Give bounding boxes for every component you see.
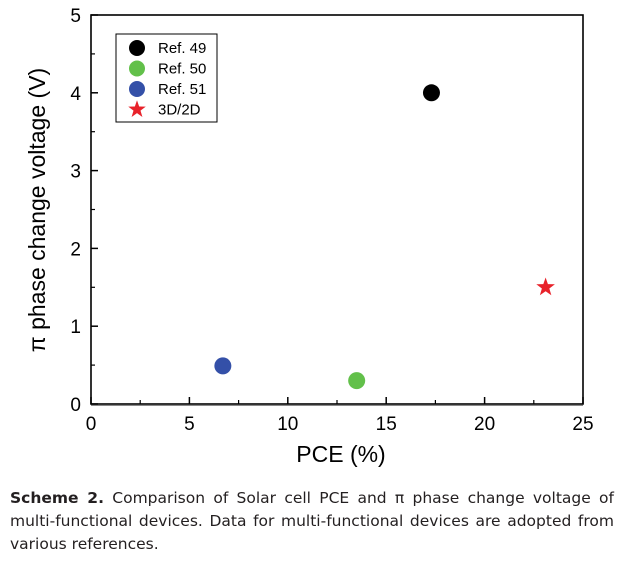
y-tick-label: 5 <box>70 6 81 27</box>
y-tick-label: 0 <box>70 395 81 416</box>
scatter-chart: 0 5 10 15 20 25 0 1 2 3 4 5 Ref. 49 Ref. 50 Ref. 51 3D… <box>24 6 594 467</box>
data-point-ref-51 <box>214 357 232 375</box>
legend-marker <box>128 100 146 117</box>
y-tick-label: 4 <box>70 84 81 105</box>
y-axis-label: π phase change voltage (V) <box>24 68 50 352</box>
data-point-3d-2d <box>536 277 555 296</box>
x-tick-label: 25 <box>572 414 593 435</box>
legend-label: Ref. 51 <box>158 81 206 98</box>
figure-caption: Scheme 2. Comparison of Solar cell PCE a… <box>10 487 614 556</box>
x-tick-label: 15 <box>376 414 397 435</box>
x-tick-label: 0 <box>86 414 97 435</box>
x-tick-label: 20 <box>474 414 495 435</box>
legend-marker <box>129 40 145 56</box>
legend-label: Ref. 49 <box>158 40 206 57</box>
data-points <box>214 84 555 390</box>
legend-marker <box>129 81 145 97</box>
legend-marker <box>129 60 145 77</box>
legend: Ref. 49 Ref. 50 Ref. 51 3D/2D <box>115 33 218 123</box>
x-tick-label: 10 <box>277 414 298 435</box>
caption-text: Comparison of Solar cell PCE and π phase… <box>10 489 614 553</box>
y-tick-label: 3 <box>70 162 81 183</box>
tick-marks: 0 5 10 15 20 25 0 1 2 3 4 5 <box>70 6 593 435</box>
data-point-ref-50 <box>348 372 366 390</box>
legend-label: 3D/2D <box>158 102 201 119</box>
y-tick-label: 1 <box>70 317 81 338</box>
x-tick-label: 5 <box>184 414 195 435</box>
caption-label: Scheme 2. <box>10 489 104 507</box>
legend-label: Ref. 50 <box>158 61 206 78</box>
data-point-ref-49 <box>422 84 440 102</box>
y-tick-label: 2 <box>70 239 81 260</box>
x-axis-label: PCE (%) <box>296 441 385 467</box>
